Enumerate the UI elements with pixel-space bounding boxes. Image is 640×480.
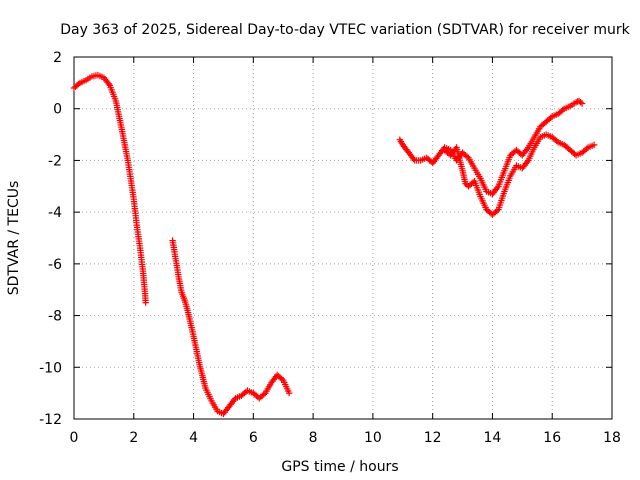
x-tick-label: 2: [129, 430, 138, 446]
y-tick-label: -10: [39, 360, 62, 376]
y-tick-label: -6: [48, 257, 62, 273]
series-segment-2: [169, 237, 293, 417]
data-point: [494, 184, 501, 191]
data-point: [590, 141, 598, 149]
data-point: [260, 391, 267, 398]
x-tick-label: 12: [424, 430, 442, 446]
series-segment-4: [441, 131, 598, 218]
y-tick-label: -12: [39, 412, 62, 428]
x-axis-label: GPS time / hours: [281, 459, 398, 475]
y-tick-label: -8: [48, 309, 62, 325]
x-tick-label: 10: [364, 430, 382, 446]
data-point: [105, 80, 112, 88]
data-point: [578, 100, 586, 107]
data-point: [583, 145, 590, 152]
data-point: [493, 207, 501, 215]
data-point: [547, 114, 554, 121]
y-tick-label: 0: [53, 102, 62, 118]
x-tick-label: 14: [484, 430, 502, 446]
x-tick-label: 8: [309, 430, 318, 446]
series-segment-3: [396, 97, 586, 198]
marks-layer: [70, 71, 598, 417]
x-tick-label: 6: [249, 430, 258, 446]
data-point: [553, 137, 560, 145]
x-tick-label: 18: [603, 430, 621, 446]
data-point: [142, 299, 149, 306]
data-point: [286, 389, 293, 397]
y-tick-label: -2: [48, 153, 62, 169]
data-point: [577, 99, 584, 106]
y-axis-label: SDTVAR / TECUs: [6, 181, 22, 296]
data-point: [75, 80, 82, 88]
x-tick-label: 4: [189, 430, 198, 446]
data-point: [278, 375, 285, 383]
data-point: [559, 106, 566, 114]
y-tick-label: 2: [53, 50, 62, 66]
chart-title: Day 363 of 2025, Sidereal Day-to-day VTE…: [60, 22, 630, 38]
grid-layer: [74, 57, 612, 419]
x-tick-label: 0: [70, 430, 79, 446]
data-point: [410, 155, 417, 163]
x-tick-label: 16: [543, 430, 561, 446]
data-point: [463, 153, 471, 160]
y-tick-label: -4: [48, 205, 62, 221]
series-segment-1: [70, 71, 149, 306]
plot-frame: [73, 56, 613, 420]
